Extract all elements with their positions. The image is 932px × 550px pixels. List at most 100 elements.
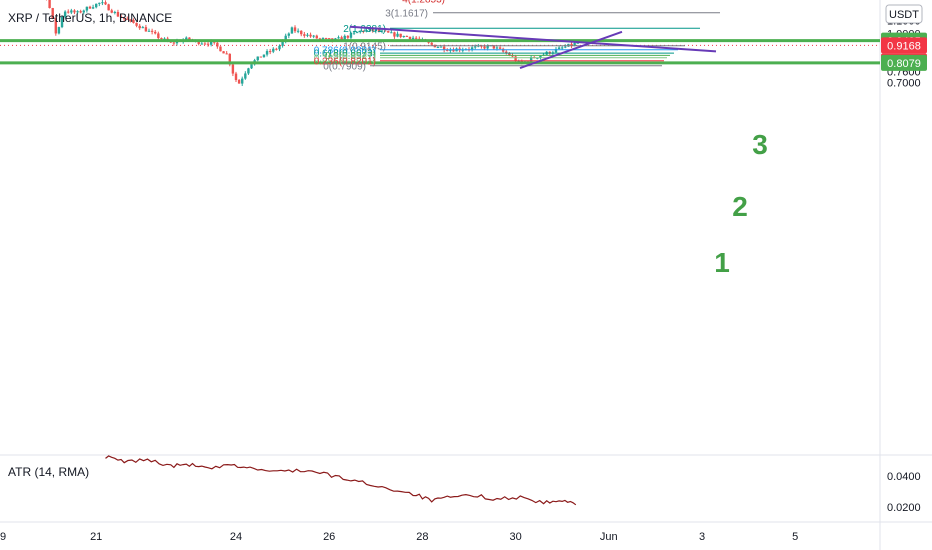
candle-body xyxy=(411,37,415,40)
candle-body xyxy=(185,37,188,40)
candle-body xyxy=(160,38,163,40)
candle-body xyxy=(272,48,275,52)
candle-body xyxy=(256,56,259,61)
x-tick-label: 9 xyxy=(0,531,6,543)
candle-body xyxy=(321,38,325,40)
candle-body xyxy=(355,32,359,34)
candle-body xyxy=(570,43,573,46)
candle-body xyxy=(110,10,113,13)
candle-body xyxy=(300,30,303,35)
candle-body xyxy=(362,30,365,32)
candle-body xyxy=(306,34,309,36)
candle-body xyxy=(414,37,418,39)
candle-body xyxy=(436,47,440,49)
candle-body xyxy=(408,36,412,40)
candle-body xyxy=(495,47,499,49)
candle-body xyxy=(539,55,542,58)
candle-body xyxy=(51,8,54,19)
candle-body xyxy=(219,46,222,52)
candle-body xyxy=(405,35,409,37)
candle-body xyxy=(505,51,508,54)
price-badge-label: 0.8079 xyxy=(887,58,921,70)
candle-body xyxy=(73,10,76,13)
candle-body xyxy=(172,42,176,44)
atr-indicator-layer: 0.0400 0.0200 xyxy=(105,455,921,514)
candle-body xyxy=(573,43,576,46)
wave-label: 1 xyxy=(714,247,730,278)
candle-body xyxy=(449,49,452,51)
candle-body xyxy=(60,16,64,28)
candle-body xyxy=(387,31,390,33)
candle-body xyxy=(290,27,294,34)
candle-body xyxy=(250,64,253,69)
candle-body xyxy=(442,46,446,51)
candle-body xyxy=(402,35,405,38)
candle-body xyxy=(54,18,58,34)
candle-body xyxy=(209,41,213,45)
candle-body xyxy=(359,30,362,33)
x-tick-label: 3 xyxy=(699,531,705,543)
descending-trendline xyxy=(349,25,717,53)
candle-body xyxy=(374,29,377,32)
fib-level-label: 0.786(0.8881) xyxy=(314,45,376,56)
candle-body xyxy=(116,11,120,17)
candle-body xyxy=(346,35,350,38)
price-badge xyxy=(881,37,927,54)
candle-body xyxy=(63,11,67,17)
x-tick-label: 26 xyxy=(323,531,335,543)
candle-body xyxy=(365,30,368,32)
candle-body xyxy=(175,40,179,44)
price-badge xyxy=(881,54,927,71)
candle-body xyxy=(122,17,126,19)
candle-body xyxy=(231,64,235,74)
candle-body xyxy=(343,35,346,40)
candle-body xyxy=(452,49,455,52)
candle-body xyxy=(284,35,287,41)
candle-body xyxy=(483,46,486,49)
candle-body xyxy=(70,10,73,13)
candle-body xyxy=(107,4,110,11)
candle-body xyxy=(396,33,399,37)
candle-body xyxy=(85,6,89,11)
candle-body xyxy=(315,35,318,39)
x-tick-label: 28 xyxy=(416,531,428,543)
candle-body xyxy=(48,0,51,9)
candle-body xyxy=(377,29,381,32)
candle-body xyxy=(281,40,284,46)
fib-level-label: 3(1.1617) xyxy=(385,8,428,19)
candle-body xyxy=(104,2,107,5)
candle-body xyxy=(76,11,79,13)
trendlines-layer xyxy=(349,25,717,69)
candle-body xyxy=(237,80,241,84)
price-pane[interactable] xyxy=(0,0,880,455)
candle-body xyxy=(157,33,160,39)
candle-body xyxy=(474,46,477,48)
indicator-label: ATR (14, RMA) xyxy=(8,465,89,479)
candle-body xyxy=(324,38,328,40)
candle-body xyxy=(352,32,356,34)
fib-level-label: 4(1.2853) xyxy=(402,0,445,5)
candle-body xyxy=(141,27,144,29)
atr-line xyxy=(105,455,577,506)
candle-body xyxy=(244,73,247,79)
time-axis[interactable]: 9 21 24 26 28 30 Jun 3 5 xyxy=(0,531,798,543)
candle-body xyxy=(514,56,517,61)
ascending-trendline xyxy=(519,30,623,69)
candle-body xyxy=(275,48,278,50)
candle-body xyxy=(529,57,533,62)
candle-body xyxy=(368,29,371,31)
fib-level-label: 0.236(0.8201) xyxy=(314,56,376,67)
candle-body xyxy=(79,11,82,13)
candle-body xyxy=(492,45,496,49)
currency-button[interactable]: USDT xyxy=(885,4,923,24)
y-tick-label: 0.7000 xyxy=(887,78,921,90)
candle-body xyxy=(557,47,561,49)
candle-body xyxy=(318,38,322,40)
chart-title: XRP / TetherUS, 1h, BINANCE xyxy=(8,11,172,25)
candle-body xyxy=(144,27,148,32)
candle-body xyxy=(296,30,300,32)
fib-level-label: 2(1.0381) xyxy=(343,24,386,35)
candle-body xyxy=(486,45,489,49)
candle-body xyxy=(349,33,353,38)
